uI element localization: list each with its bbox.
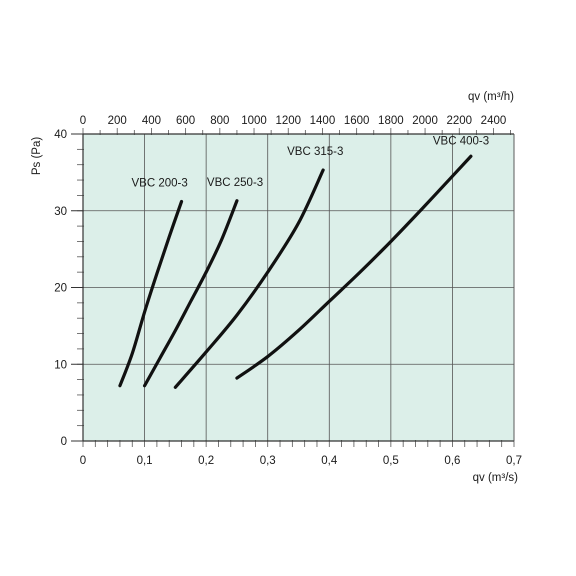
series-label: VBC 200-3 <box>132 178 188 190</box>
x-top-tick-label: 200 <box>108 115 127 127</box>
series-label: VBC 315-3 <box>287 146 343 158</box>
x-tick-label: 0,3 <box>260 455 276 467</box>
x-axis-title-top: qv (m³/h) <box>468 91 514 103</box>
x-tick-label: 0,4 <box>321 455 338 467</box>
x-top-tick-label: 1000 <box>241 115 267 127</box>
series-line <box>142 199 239 388</box>
x-top-tick-label: 1200 <box>275 115 301 127</box>
series-line <box>173 168 325 389</box>
y-tick-label: 20 <box>54 283 67 295</box>
series-group <box>118 154 473 389</box>
y-tick-label: 40 <box>54 129 67 141</box>
x-top-tick-label: 2200 <box>446 115 472 127</box>
x-top-tick-label: 2400 <box>481 115 507 127</box>
series-label: VBC 250-3 <box>207 177 263 189</box>
x-top-tick-label: 0 <box>80 115 86 127</box>
x-tick-label: 0,5 <box>383 455 399 467</box>
y-tick-label: 30 <box>54 206 67 218</box>
series-label: VBC 400-3 <box>433 135 489 147</box>
x-tick-label: 0 <box>80 455 86 467</box>
axes-group <box>71 133 515 442</box>
series-line <box>118 199 184 388</box>
x-top-tick-label: 600 <box>176 115 195 127</box>
y-tick-label: 0 <box>61 436 67 448</box>
x-top-tick-label: 2000 <box>412 115 438 127</box>
x-top-tick-label: 1400 <box>310 115 336 127</box>
x-tick-label: 0,2 <box>198 455 214 467</box>
x-axis-title-bottom: qv (m³/s) <box>473 472 519 484</box>
x-tick-label: 0,7 <box>506 455 522 467</box>
x-tick-label: 0,1 <box>137 455 153 467</box>
x-top-tick-label: 1600 <box>344 115 370 127</box>
y-axis-title: Ps (Pa) <box>31 137 43 176</box>
series-line <box>235 154 473 380</box>
x-top-tick-label: 1800 <box>378 115 404 127</box>
x-top-tick-label: 400 <box>142 115 161 127</box>
x-top-tick-label: 800 <box>210 115 229 127</box>
x-tick-label: 0,6 <box>444 455 460 467</box>
y-tick-label: 10 <box>54 359 67 371</box>
